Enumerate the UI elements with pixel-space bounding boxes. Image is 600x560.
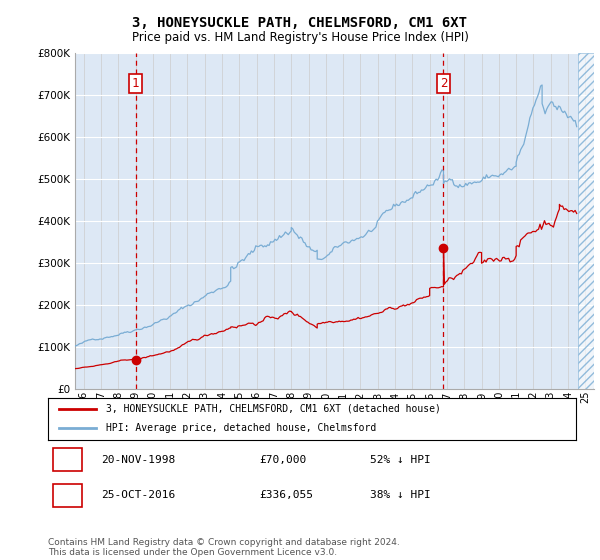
Text: 3, HONEYSUCKLE PATH, CHELMSFORD, CM1 6XT: 3, HONEYSUCKLE PATH, CHELMSFORD, CM1 6XT bbox=[133, 16, 467, 30]
Text: 1: 1 bbox=[64, 453, 71, 466]
Text: £70,000: £70,000 bbox=[259, 455, 307, 465]
Text: 20-NOV-1998: 20-NOV-1998 bbox=[101, 455, 175, 465]
Text: 52% ↓ HPI: 52% ↓ HPI bbox=[370, 455, 431, 465]
Text: £336,055: £336,055 bbox=[259, 491, 313, 500]
Text: 3, HONEYSUCKLE PATH, CHELMSFORD, CM1 6XT (detached house): 3, HONEYSUCKLE PATH, CHELMSFORD, CM1 6XT… bbox=[106, 404, 441, 414]
Text: Price paid vs. HM Land Registry's House Price Index (HPI): Price paid vs. HM Land Registry's House … bbox=[131, 31, 469, 44]
FancyBboxPatch shape bbox=[53, 484, 82, 507]
Text: 2: 2 bbox=[64, 489, 71, 502]
Text: 2: 2 bbox=[440, 77, 447, 90]
Text: 38% ↓ HPI: 38% ↓ HPI bbox=[370, 491, 431, 500]
Text: 1: 1 bbox=[132, 77, 139, 90]
Text: Contains HM Land Registry data © Crown copyright and database right 2024.
This d: Contains HM Land Registry data © Crown c… bbox=[48, 538, 400, 557]
Text: 25-OCT-2016: 25-OCT-2016 bbox=[101, 491, 175, 500]
FancyBboxPatch shape bbox=[53, 449, 82, 471]
Text: HPI: Average price, detached house, Chelmsford: HPI: Average price, detached house, Chel… bbox=[106, 423, 376, 433]
